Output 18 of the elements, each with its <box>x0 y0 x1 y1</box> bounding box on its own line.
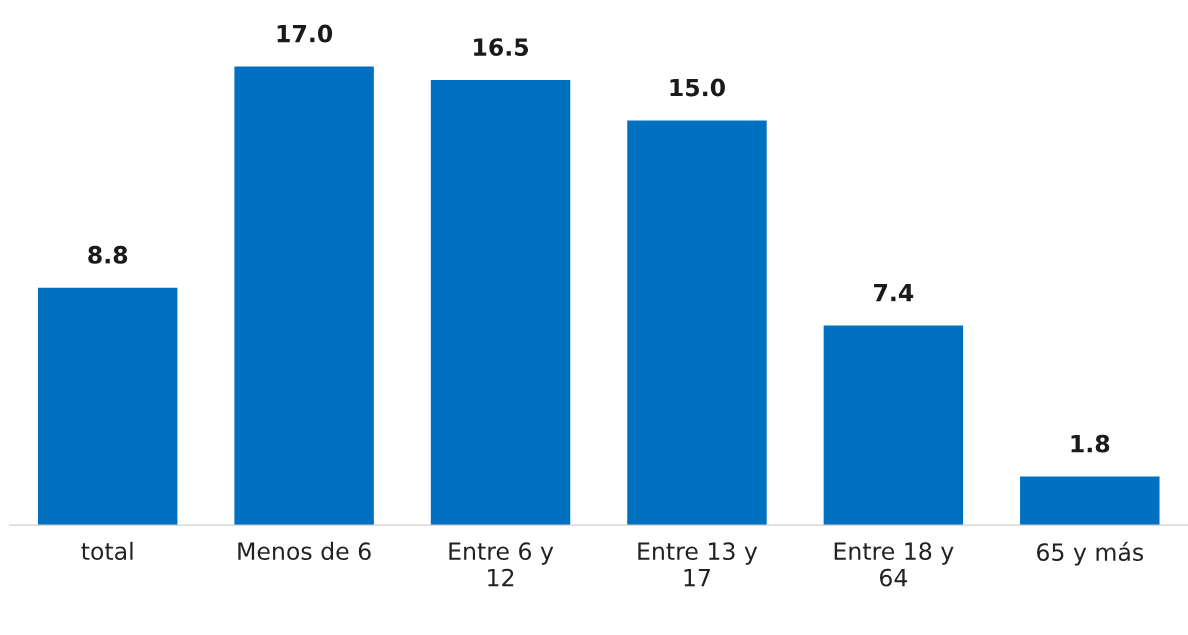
data-label: 17.0 <box>277 24 333 43</box>
data-label: 8.8 <box>88 245 128 264</box>
bar <box>627 120 767 526</box>
x-tick-label: Menos de 6 <box>238 541 371 561</box>
x-tick-label: Entre 18 y 64 <box>834 542 954 587</box>
x-tick-label: total <box>81 541 133 561</box>
bar <box>234 66 374 526</box>
data-label: 1.8 <box>1071 434 1110 453</box>
bar <box>37 287 178 526</box>
bar <box>430 79 571 526</box>
data-label: 15.0 <box>670 78 725 97</box>
data-label: 16.5 <box>474 38 529 56</box>
bar <box>823 325 964 526</box>
x-tick-label: 65 y más <box>1037 541 1144 566</box>
bar <box>1020 476 1160 526</box>
data-label: 7.4 <box>874 283 914 302</box>
x-tick-label: Entre 13 y 17 <box>638 542 758 587</box>
x-tick-label: Entre 6 y 12 <box>449 542 554 587</box>
